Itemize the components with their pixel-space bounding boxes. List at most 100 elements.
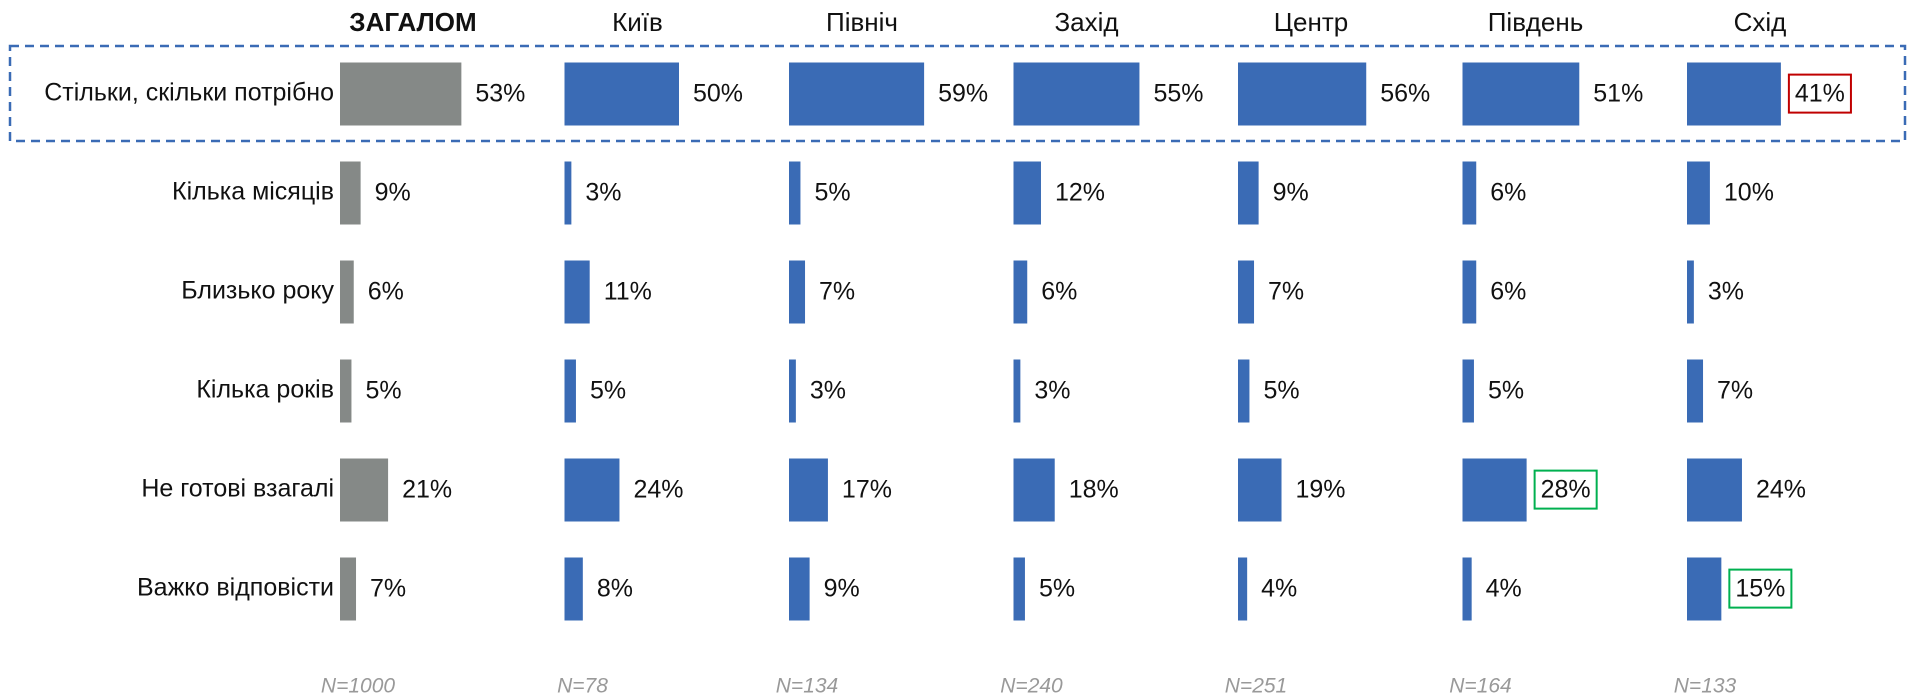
- value-label: 41%: [1795, 80, 1845, 108]
- value-label: 24%: [1756, 476, 1806, 504]
- bar: [1687, 62, 1781, 126]
- value-label: 5%: [814, 179, 850, 207]
- bar: [564, 62, 679, 126]
- category-label: Кілька років: [196, 376, 334, 404]
- bar: [1687, 557, 1722, 621]
- value-label: 3%: [810, 377, 846, 405]
- bar: [1687, 161, 1710, 225]
- bar: [1238, 62, 1367, 126]
- bar: [789, 359, 796, 423]
- bar: [1013, 359, 1021, 423]
- value-label: 24%: [633, 476, 683, 504]
- value-label: 3%: [1034, 377, 1070, 405]
- highlight-box: [1728, 568, 1793, 609]
- column-header: Північ: [826, 7, 898, 37]
- bar: [1462, 161, 1477, 225]
- value-label: 28%: [1541, 476, 1591, 504]
- value-label: 9%: [1273, 179, 1309, 207]
- bar: [340, 359, 352, 423]
- column-header: ЗАГАЛОМ: [349, 7, 476, 37]
- value-label: 7%: [819, 278, 855, 306]
- bar: [1687, 458, 1742, 522]
- bar: [564, 359, 576, 423]
- sample-size-note: N=164: [1449, 675, 1511, 698]
- sample-size-note: N=133: [1674, 675, 1737, 698]
- bar: [789, 62, 925, 126]
- sample-size-note: N=251: [1225, 675, 1287, 698]
- bar: [1462, 260, 1477, 324]
- bar: [1238, 359, 1250, 423]
- bar: [1013, 62, 1140, 126]
- column-header: Центр: [1274, 7, 1348, 37]
- value-label: 3%: [1708, 278, 1744, 306]
- value-label: 51%: [1593, 80, 1643, 108]
- highlight-box: [1533, 469, 1598, 510]
- value-label: 19%: [1296, 476, 1346, 504]
- column-header: Захід: [1054, 7, 1118, 37]
- value-label: 4%: [1261, 575, 1297, 603]
- bar: [1462, 359, 1474, 423]
- bar: [1238, 260, 1255, 324]
- bar: [564, 458, 620, 522]
- category-label: Не готові взагалі: [141, 475, 334, 503]
- category-label: Стільки, скільки потрібно: [44, 79, 334, 107]
- value-label: 6%: [1490, 179, 1526, 207]
- sample-size-note: N=240: [1000, 675, 1063, 698]
- value-label: 21%: [402, 476, 452, 504]
- value-label: 55%: [1153, 80, 1203, 108]
- bar: [1238, 458, 1282, 522]
- value-label: 8%: [597, 575, 633, 603]
- column-header: Південь: [1488, 7, 1584, 37]
- value-label: 5%: [365, 377, 401, 405]
- bar: [564, 260, 590, 324]
- value-label: 56%: [1380, 80, 1430, 108]
- value-label: 10%: [1724, 179, 1774, 207]
- category-label: Важко відповісти: [137, 574, 334, 602]
- value-label: 9%: [375, 179, 411, 207]
- value-label: 7%: [1268, 278, 1304, 306]
- bar: [1238, 161, 1259, 225]
- value-label: 6%: [1041, 278, 1077, 306]
- column-header: Схід: [1734, 7, 1787, 37]
- value-label: 6%: [368, 278, 404, 306]
- value-label: 15%: [1735, 575, 1785, 603]
- value-label: 17%: [842, 476, 892, 504]
- highlight-box: [1787, 73, 1852, 114]
- value-label: 5%: [590, 377, 626, 405]
- value-label: 5%: [1488, 377, 1524, 405]
- bar: [564, 557, 583, 621]
- bar: [1462, 557, 1472, 621]
- value-label: 7%: [1717, 377, 1753, 405]
- category-label: Кілька місяців: [172, 178, 334, 206]
- bar: [340, 161, 361, 225]
- value-label: 4%: [1486, 575, 1522, 603]
- value-label: 7%: [370, 575, 406, 603]
- bar: [1013, 260, 1028, 324]
- column-header: Київ: [612, 7, 663, 37]
- bar: [1687, 359, 1704, 423]
- category-label: Близько року: [181, 277, 334, 305]
- bar: [1013, 557, 1025, 621]
- bar: [340, 62, 462, 126]
- value-label: 12%: [1055, 179, 1105, 207]
- sample-size-note: N=78: [557, 675, 608, 698]
- sample-size-note: N=134: [776, 675, 838, 698]
- bar: [1462, 62, 1580, 126]
- value-label: 59%: [938, 80, 988, 108]
- bar: [789, 557, 810, 621]
- bar: [789, 161, 801, 225]
- bar: [1013, 458, 1055, 522]
- value-label: 6%: [1490, 278, 1526, 306]
- value-label: 5%: [1263, 377, 1299, 405]
- sample-size-note: N=1000: [321, 675, 395, 698]
- bar: [789, 260, 806, 324]
- value-label: 11%: [604, 278, 652, 306]
- row-highlight-frame: [8, 44, 1907, 143]
- bar: [1238, 557, 1248, 621]
- value-label: 5%: [1039, 575, 1075, 603]
- bar: [1687, 260, 1694, 324]
- bar: [340, 557, 357, 621]
- bar: [340, 458, 389, 522]
- bar: [340, 260, 354, 324]
